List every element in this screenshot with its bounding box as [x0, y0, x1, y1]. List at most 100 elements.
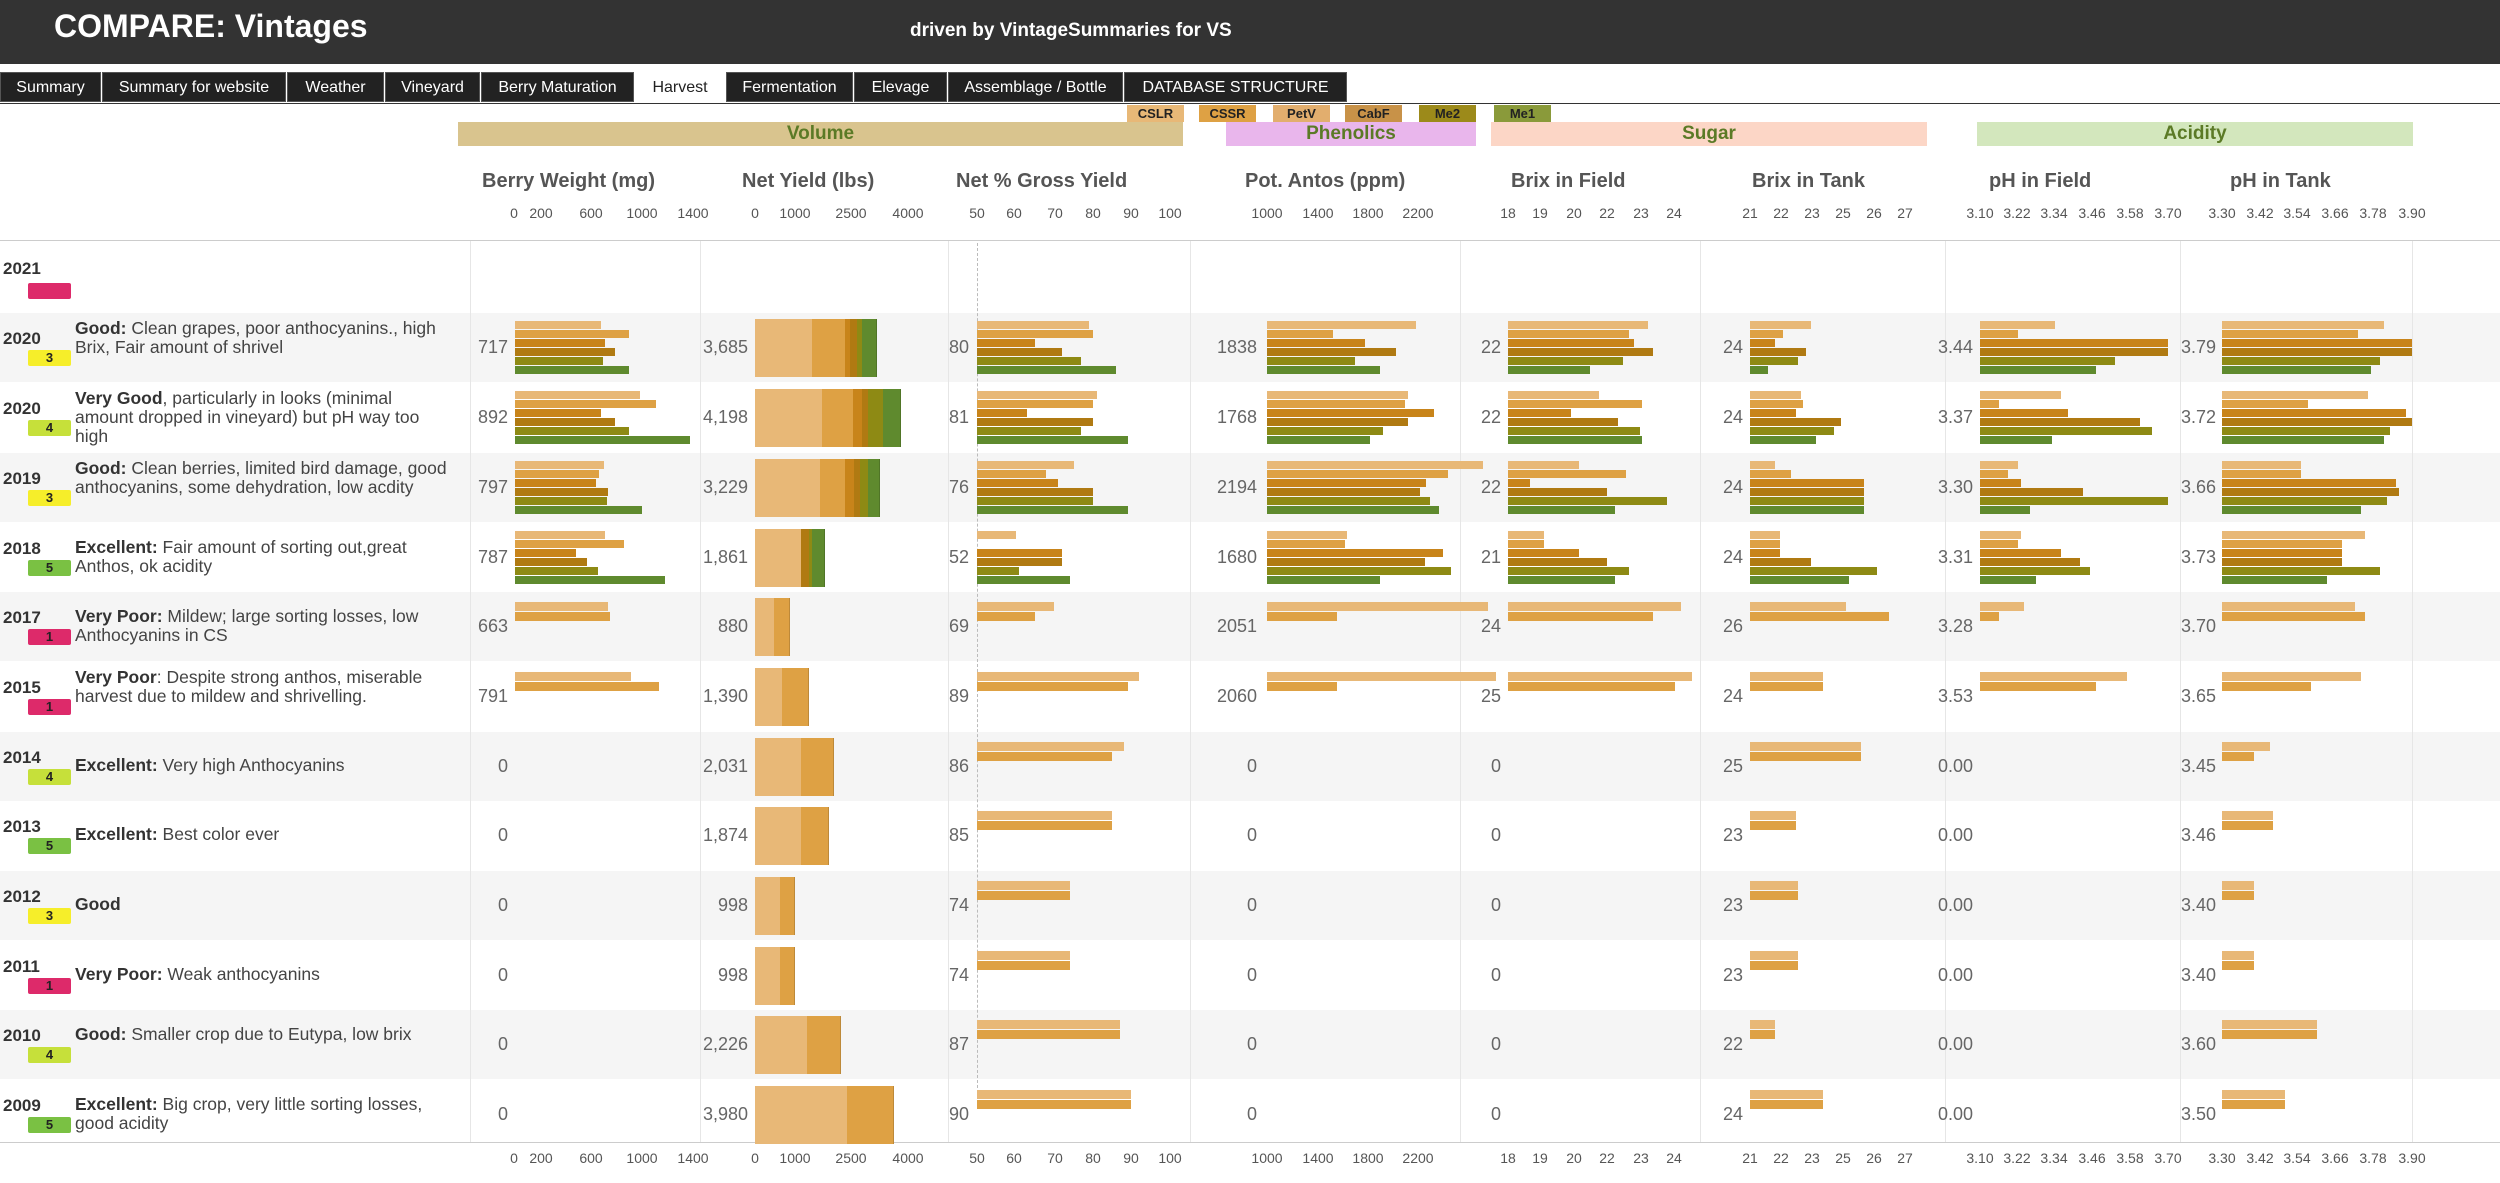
bar-pht	[2222, 469, 2302, 478]
value-gross: 87	[948, 1034, 969, 1054]
axis-tick-label: 19	[1532, 205, 1548, 221]
axis-tick-label: 1000	[626, 205, 658, 221]
bar-brixt	[1750, 575, 1849, 584]
value-phf: 3.44	[1937, 337, 1973, 357]
vintage-row[interactable]: 2020 4 Very Good, particularly in looks (m…	[0, 383, 2500, 452]
axis-tick-label: 3.30	[2208, 205, 2236, 221]
bar-antos	[1267, 557, 1425, 566]
value-antos: 2051	[1216, 616, 1257, 636]
vintage-year: 2017	[3, 608, 41, 627]
tab-weather[interactable]: Weather	[287, 72, 384, 102]
value-phf: 3.30	[1937, 477, 1973, 497]
value-antos: 0	[1246, 1104, 1257, 1124]
bar-berry	[515, 575, 666, 584]
tab-vineyard[interactable]: Vineyard	[385, 72, 480, 102]
axis-tick-label: 0	[751, 1150, 759, 1166]
vintage-row[interactable]: 2018 5 Excellent: Fair amount of sorting o…	[0, 523, 2500, 592]
value-yield: 3,229	[702, 477, 748, 497]
bar-brixf	[1508, 612, 1654, 621]
tab-berry-maturation[interactable]: Berry Maturation	[481, 72, 634, 102]
axis-tick-label: 4000	[892, 1150, 924, 1166]
vintage-note-text: : Despite strong anthos, miserable harve…	[75, 667, 423, 706]
value-brixf: 0	[1490, 1034, 1501, 1054]
bar-brixt	[1750, 408, 1796, 417]
bar-brixt	[1750, 742, 1862, 751]
legend-cssr: CSSR	[1199, 105, 1256, 122]
legend-me2: Me2	[1419, 105, 1476, 122]
rating-badge: 5	[28, 838, 71, 854]
value-antos: 1680	[1216, 547, 1257, 567]
table-bottom-border	[0, 1142, 2500, 1143]
vintage-year: 2013	[3, 817, 41, 836]
vintage-row[interactable]: 2010 4 Good: Smaller crop due to Eutypa, l…	[0, 1010, 2500, 1079]
vintage-row[interactable]: 2013 5 Excellent: Best color ever 0 1,874 85 0…	[0, 801, 2500, 870]
bar-phf	[1980, 566, 2090, 575]
bar-gross	[977, 961, 1070, 970]
axis-tick-label: 2200	[1402, 1150, 1434, 1166]
bar-pht	[2222, 575, 2327, 584]
vintage-row[interactable]: 2014 4 Excellent: Very high Anthocyanins 0 2…	[0, 732, 2500, 801]
bar-antos	[1267, 435, 1370, 444]
vintage-note: Excellent: Best color ever	[75, 825, 455, 844]
vintage-row[interactable]: 2019 3 Good: Clean berries, limited bird d…	[0, 453, 2500, 522]
bar-berry	[515, 365, 630, 374]
value-brixt: 24	[1722, 337, 1743, 357]
bar-phf	[1980, 575, 2037, 584]
column-gridline	[700, 240, 701, 1142]
axis-tick-label: 1000	[1251, 1150, 1283, 1166]
bar-brixf	[1508, 426, 1640, 435]
yield-bar-segment	[755, 1085, 848, 1144]
axis-tick-label: 22	[1599, 205, 1615, 221]
yield-bar-segment	[846, 1085, 894, 1144]
tab-summary-for-website[interactable]: Summary for website	[102, 72, 286, 102]
bar-pht	[2222, 752, 2254, 761]
col-title-net-gross-yield: Net % Gross Yield	[956, 170, 1128, 192]
bar-antos	[1267, 575, 1380, 584]
bar-gross	[977, 881, 1070, 890]
bar-brixf	[1508, 460, 1580, 469]
value-pht: 3.72	[2180, 407, 2216, 427]
legend-petv: PetV	[1273, 105, 1330, 122]
vintage-row[interactable]: 2021	[0, 243, 2500, 312]
value-brixf: 25	[1480, 686, 1501, 706]
bar-phf	[1980, 496, 2168, 505]
axis-tick-label: 50	[969, 205, 985, 221]
rating-badge: 1	[28, 699, 71, 715]
yield-bar-segment	[821, 388, 854, 447]
axis-tick-label: 3.22	[2003, 205, 2031, 221]
bar-brixf	[1508, 575, 1615, 584]
axis-tick-label: 26	[1866, 1150, 1882, 1166]
vintage-row[interactable]: 2009 5 Excellent: Big crop, very little so…	[0, 1080, 2500, 1149]
vintage-row[interactable]: 2020 3 Good: Clean grapes, poor anthocyani…	[0, 313, 2500, 382]
value-phf: 3.28	[1937, 616, 1973, 636]
axis-tick-label: 2500	[835, 1150, 867, 1166]
vintage-row[interactable]: 2012 3 Good 0 998 74 0 0 23 0.00 3.40	[0, 871, 2500, 940]
vintage-row[interactable]: 2011 1 Very Poor: Weak anthocyanins 0 998 74 0…	[0, 941, 2500, 1010]
row-background	[0, 1080, 2500, 1149]
bar-brixf	[1508, 478, 1530, 487]
axis-tick-label: 27	[1897, 1150, 1913, 1166]
vintage-row[interactable]: 2015 1 Very Poor: Despite strong anthos, m…	[0, 662, 2500, 731]
value-berry: 663	[477, 616, 508, 636]
bar-brixt	[1750, 961, 1799, 970]
bar-antos	[1267, 469, 1448, 478]
row-background	[0, 871, 2500, 940]
vintage-row[interactable]: 2017 1 Very Poor: Mildew; large sorting lo…	[0, 592, 2500, 661]
tab-summary[interactable]: Summary	[0, 72, 101, 102]
tab-database-structure[interactable]: DATABASE STRUCTURE	[1124, 72, 1347, 102]
vintage-note: Good: Clean berries, limited bird damage…	[75, 459, 455, 497]
bar-gross	[977, 891, 1070, 900]
tab-fermentation[interactable]: Fermentation	[726, 72, 853, 102]
axis-tick-label: 3.42	[2246, 205, 2274, 221]
bar-phf	[1980, 320, 2056, 329]
bar-gross	[977, 612, 1035, 621]
value-phf: 0.00	[1937, 825, 1973, 845]
yield-bar-segment	[820, 458, 846, 517]
tab-elevage[interactable]: Elevage	[854, 72, 947, 102]
bar-brixt	[1750, 1030, 1776, 1039]
bar-phf	[1980, 460, 2018, 469]
vintage-quality: Good:	[75, 318, 127, 338]
vintage-note: Very Poor: Weak anthocyanins	[75, 965, 455, 984]
tab-harvest[interactable]: Harvest	[635, 72, 725, 102]
tab-assemblage-bottle[interactable]: Assemblage / Bottle	[948, 72, 1123, 102]
